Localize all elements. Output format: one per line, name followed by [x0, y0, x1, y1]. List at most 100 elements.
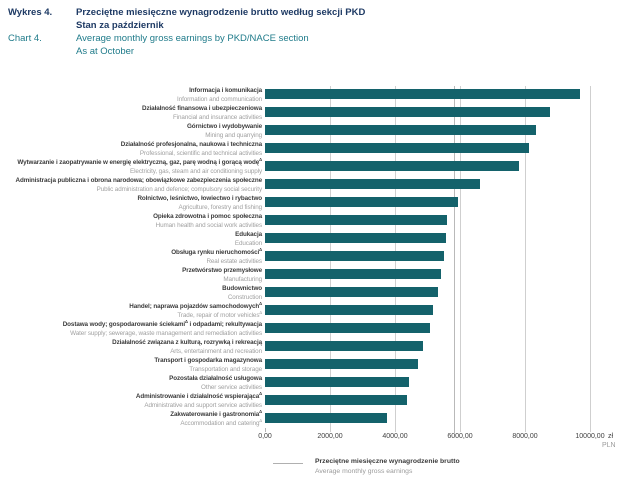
bar-label-pl: Obsługa rynku nieruchomościΔ: [171, 246, 262, 256]
bar-label-en: Mining and quarrying: [205, 132, 262, 139]
bar-labels: Wytwarzanie i zaopatrywanie w energię el…: [0, 157, 265, 176]
bar-labels: Administracja publiczna i obrona narodow…: [0, 176, 265, 194]
legend-line-symbol: [273, 463, 303, 464]
bar: [265, 305, 433, 315]
x-tick-label: 2000,00: [317, 433, 343, 440]
axis-unit-secondary: PLN: [602, 442, 616, 449]
bar-row-8: Opieka zdrowotna i pomoc społeczna Human …: [0, 212, 624, 230]
x-tick-label: 10000,00: [575, 433, 605, 440]
header: Wykres 4. Przeciętne miesięczne wynagrod…: [8, 6, 618, 58]
bar-label-en: Human health and social work activities: [155, 222, 262, 229]
bar-labels: Pozostała działalność usługowa Other serv…: [0, 374, 265, 392]
bar-labels: Rolnictwo, leśnictwo, łowiectwo i rybact…: [0, 194, 265, 212]
bar-label-pl: Handel; naprawa pojazdów samochodowychΔ: [129, 300, 262, 310]
bar-label-pl: Informacja i komunikacja: [189, 87, 262, 94]
bar: [265, 161, 519, 171]
bar-label-en: Electricity, gas, steam and air conditio…: [130, 168, 262, 175]
bar: [265, 377, 409, 387]
bar-label-en: Accommodation and cateringΔ: [180, 417, 262, 427]
bar-label-en: Manufacturing: [223, 276, 262, 283]
bar-labels: Górnictwo i wydobywanie Mining and quarry…: [0, 122, 265, 140]
bar-label-en: Transportation and storage: [189, 366, 262, 373]
bar: [265, 143, 529, 153]
bar-label-pl: Transport i gospodarka magazynowa: [154, 357, 262, 364]
bar-labels: Działalność profesjonalna, naukowa i tec…: [0, 140, 265, 158]
bar-label-pl: Edukacja: [235, 231, 262, 238]
bar-label-pl: Administrowanie i działalność wspierając…: [135, 390, 262, 400]
bar-label-en: Information and communication: [177, 96, 262, 103]
bar-label-en: Agriculture, forestry and fishing: [178, 204, 263, 211]
bar: [265, 395, 407, 405]
bar: [265, 323, 430, 333]
x-tick-label: 4000,00: [382, 433, 408, 440]
bar-label-en: Education: [234, 240, 262, 247]
bar: [265, 215, 447, 225]
bar-row-17: Pozostała działalność usługowa Other serv…: [0, 374, 624, 392]
bar-row-19: Zakwaterowanie i gastronomiaΔ Accommodati…: [0, 408, 624, 428]
legend-label-en: Average monthly gross earnings: [315, 468, 413, 475]
bar-row-6: Administracja publiczna i obrona narodow…: [0, 176, 624, 194]
bar-label-pl: Działalność związana z kulturą, rozrywką…: [112, 339, 262, 346]
bar-row-9: Edukacja Education: [0, 230, 624, 248]
bar-row-4: Działalność profesjonalna, naukowa i tec…: [0, 140, 624, 158]
bar: [265, 341, 423, 351]
bar: [265, 269, 441, 279]
bar-row-7: Rolnictwo, leśnictwo, łowiectwo i rybact…: [0, 194, 624, 212]
x-tick-label: 0,00: [258, 433, 272, 440]
axis-tick-0: [265, 428, 266, 432]
chart-number-en: Chart 4.: [8, 33, 42, 44]
bar-label-pl: Przetwórstwo przemysłowe: [182, 267, 262, 274]
bar-row-2: Działalność finansowa i ubezpieczeniowa F…: [0, 104, 624, 122]
bar-labels: Budownictwo Construction: [0, 284, 265, 302]
bar-labels: Zakwaterowanie i gastronomiaΔ Accommodati…: [0, 408, 265, 428]
reference-line: [453, 86, 455, 433]
bar-row-13: Handel; naprawa pojazdów samochodowychΔ T…: [0, 300, 624, 320]
x-tick-label: 8000,00: [512, 433, 538, 440]
bar-label-en: Real estate activities: [206, 258, 262, 265]
bar: [265, 287, 438, 297]
bar-row-10: Obsługa rynku nieruchomościΔ Real estate …: [0, 246, 624, 266]
bar-row-1: Informacja i komunikacja Information and …: [0, 86, 624, 104]
bar-label-pl: Opieka zdrowotna i pomoc społeczna: [153, 213, 262, 220]
gridline-10000: [590, 86, 591, 432]
bar-row-3: Górnictwo i wydobywanie Mining and quarry…: [0, 122, 624, 140]
bar: [265, 179, 480, 189]
bar-labels: Działalność związana z kulturą, rozrywką…: [0, 338, 265, 356]
bar-labels: Dostawa wody; gospodarowanie ściekamiΔ i…: [0, 318, 265, 338]
bar-label-pl: Dostawa wody; gospodarowanie ściekamiΔ i…: [62, 318, 262, 328]
bar-label-pl: Działalność profesjonalna, naukowa i tec…: [120, 141, 262, 148]
bar: [265, 125, 536, 135]
bar-row-12: Budownictwo Construction: [0, 284, 624, 302]
bar-label-pl: Rolnictwo, leśnictwo, łowiectwo i rybact…: [137, 195, 262, 202]
bar-labels: Handel; naprawa pojazdów samochodowychΔ T…: [0, 300, 265, 320]
bar-label-pl: Działalność finansowa i ubezpieczeniowa: [142, 105, 262, 112]
bar-row-5: Wytwarzanie i zaopatrywanie w energię el…: [0, 157, 624, 176]
bar-row-16: Transport i gospodarka magazynowa Transpo…: [0, 356, 624, 374]
bar-row-11: Przetwórstwo przemysłowe Manufacturing: [0, 266, 624, 284]
bar-label-pl: Budownictwo: [222, 285, 262, 292]
bar-labels: Administrowanie i działalność wspierając…: [0, 390, 265, 410]
bar-labels: Informacja i komunikacja Information and …: [0, 86, 265, 104]
bar-label-en: Public administration and defence; compu…: [96, 186, 263, 193]
bar-label-en: Arts, entertainment and recreation: [170, 348, 262, 355]
bar-label-en: Financial and insurance activities: [172, 114, 262, 121]
bar: [265, 233, 446, 243]
bar-label-en: Professional, scientific and technical a…: [139, 150, 262, 157]
bar-row-18: Administrowanie i działalność wspierając…: [0, 390, 624, 410]
chart-title-en: Chart 4. Average monthly gross earnings …: [8, 32, 618, 58]
bar-label-en: Water supply; sewerage, waste management…: [70, 330, 262, 337]
bar-row-15: Działalność związana z kulturą, rozrywką…: [0, 338, 624, 356]
bar-labels: Obsługa rynku nieruchomościΔ Real estate …: [0, 246, 265, 266]
chart-title-en-line1: Average monthly gross earnings by PKD/NA…: [76, 33, 309, 44]
bar-chart: Informacja i komunikacja Information and …: [0, 86, 624, 428]
bar-label-pl: Zakwaterowanie i gastronomiaΔ: [170, 408, 262, 418]
x-tick-label: 6000,00: [447, 433, 473, 440]
bar-row-14: Dostawa wody; gospodarowanie ściekamiΔ i…: [0, 318, 624, 338]
legend-label-pl: Przeciętne miesięczne wynagrodzenie brut…: [315, 458, 460, 465]
bar-label-en: Construction: [227, 294, 262, 301]
legend: Przeciętne miesięczne wynagrodzenie brut…: [273, 457, 460, 477]
gridline-6000: [460, 86, 461, 432]
bar: [265, 413, 387, 423]
bar-label-pl: Administracja publiczna i obrona narodow…: [15, 177, 263, 184]
